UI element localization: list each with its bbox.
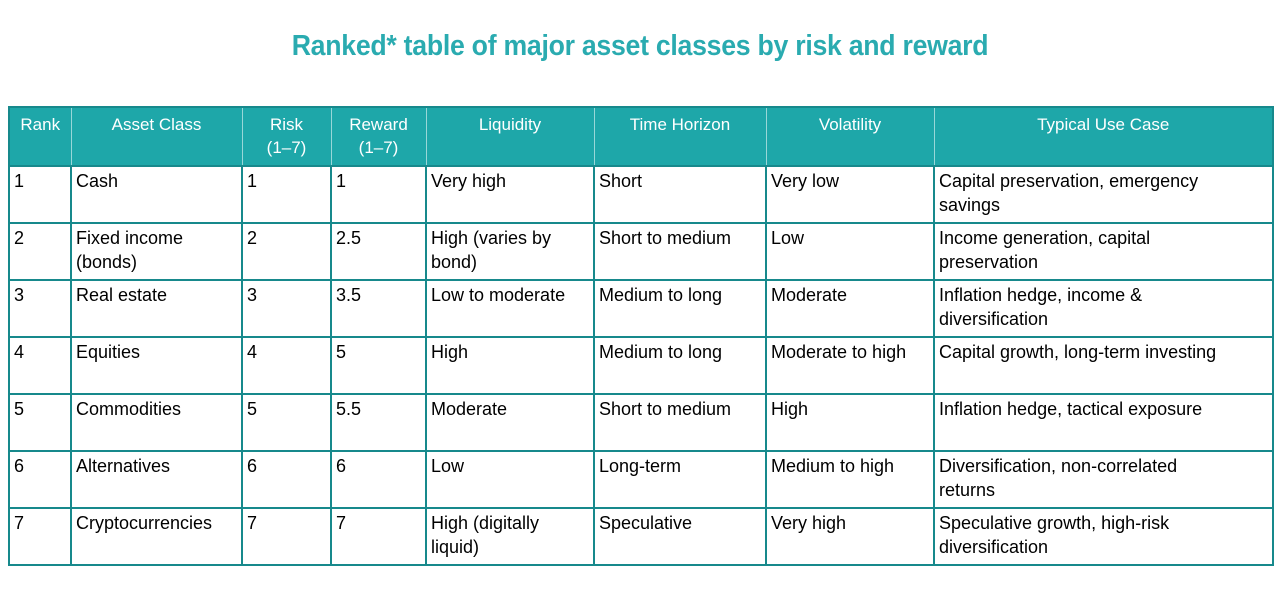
cell-risk-1-7: 4 xyxy=(241,336,332,395)
cell-volatility: Moderate to high xyxy=(765,336,935,395)
cell-rank: 3 xyxy=(8,279,72,338)
column-header-line1: Risk xyxy=(269,115,304,134)
cell-risk-1-7: 5 xyxy=(241,393,332,452)
cell-risk-1-7: 2 xyxy=(241,222,332,281)
cell-volatility: Very low xyxy=(765,165,935,224)
cell-volatility: Medium to high xyxy=(765,450,935,509)
cell-asset-class: Equities xyxy=(70,336,243,395)
cell-risk-1-7: 6 xyxy=(241,450,332,509)
cell-asset-class: Cryptocurrencies xyxy=(70,507,243,566)
cell-volatility: Moderate xyxy=(765,279,935,338)
cell-reward-1-7: 2.5 xyxy=(330,222,427,281)
column-header-time-horizon: Time Horizon xyxy=(593,107,766,167)
table-row: 5 Commodities 5 5.5 Moderate Short to medium H… xyxy=(8,393,1274,452)
cell-asset-class: Real estate xyxy=(70,279,243,338)
column-header-asset-class: Asset Class xyxy=(70,107,242,167)
cell-risk-1-7: 1 xyxy=(241,165,332,224)
cell-typical-use-case: Capital preservation, emergency savings xyxy=(933,165,1274,224)
cell-reward-1-7: 7 xyxy=(330,507,427,566)
header-row: Rank Asset Class Risk (1–7) Reward (1–7) Liqui… xyxy=(9,107,1273,167)
cell-liquidity: High (digitally liquid) xyxy=(425,507,595,566)
cell-volatility: Low xyxy=(765,222,935,281)
cell-risk-1-7: 3 xyxy=(241,279,332,338)
column-header-line1: Reward xyxy=(349,115,408,134)
column-header-line1: Rank xyxy=(20,115,61,134)
cell-asset-class: Alternatives xyxy=(70,450,243,509)
column-header-line1: Asset Class xyxy=(111,115,202,134)
cell-rank: 2 xyxy=(8,222,72,281)
cell-rank: 6 xyxy=(8,450,72,509)
table-body: 1 Cash 1 1 Very high Short Very low Capital pre… xyxy=(8,165,1274,566)
table-header: Rank Asset Class Risk (1–7) Reward (1–7) Liqui… xyxy=(9,107,1273,167)
cell-liquidity: High (varies by bond) xyxy=(425,222,595,281)
cell-liquidity: Very high xyxy=(425,165,595,224)
cell-liquidity: High xyxy=(425,336,595,395)
cell-time-horizon: Short to medium xyxy=(593,222,767,281)
column-header-volatility: Volatility xyxy=(765,107,934,167)
cell-typical-use-case: Speculative growth, high-risk diversific… xyxy=(933,507,1274,566)
cell-risk-1-7: 7 xyxy=(241,507,332,566)
cell-reward-1-7: 5 xyxy=(330,336,427,395)
cell-rank: 7 xyxy=(8,507,72,566)
column-header-line1: Volatility xyxy=(818,115,882,134)
cell-volatility: High xyxy=(765,393,935,452)
table-row: 6 Alternatives 6 6 Low Long-term Medium to hig… xyxy=(8,450,1274,509)
column-header-line1: Time Horizon xyxy=(629,115,731,134)
cell-typical-use-case: Inflation hedge, tactical exposure xyxy=(933,393,1274,452)
cell-typical-use-case: Diversification, non-correlated returns xyxy=(933,450,1274,509)
cell-liquidity: Moderate xyxy=(425,393,595,452)
table-row: 3 Real estate 3 3.5 Low to moderate Medium to… xyxy=(8,279,1274,338)
cell-liquidity: Low xyxy=(425,450,595,509)
page-title: Ranked* table of major asset classes by … xyxy=(291,30,989,62)
cell-volatility: Very high xyxy=(765,507,935,566)
cell-time-horizon: Short xyxy=(593,165,767,224)
cell-rank: 4 xyxy=(8,336,72,395)
column-header-line2: (1–7) xyxy=(358,138,399,157)
column-header-liquidity: Liquidity xyxy=(425,107,594,167)
column-header-typical-use-case: Typical Use Case xyxy=(933,107,1273,167)
table-row: 2 Fixed income (bonds) 2 2.5 High (varies by… xyxy=(8,222,1274,281)
column-header-risk-1-7: Risk (1–7) xyxy=(241,107,331,167)
cell-reward-1-7: 6 xyxy=(330,450,427,509)
cell-asset-class: Fixed income (bonds) xyxy=(70,222,243,281)
cell-time-horizon: Short to medium xyxy=(593,393,767,452)
cell-rank: 1 xyxy=(8,165,72,224)
column-header-line1: Typical Use Case xyxy=(1037,115,1170,134)
asset-class-table: Rank Asset Class Risk (1–7) Reward (1–7) Liqui… xyxy=(8,106,1274,566)
cell-reward-1-7: 3.5 xyxy=(330,279,427,338)
cell-typical-use-case: Inflation hedge, income & diversificatio… xyxy=(933,279,1274,338)
cell-asset-class: Cash xyxy=(70,165,243,224)
table-row: 4 Equities 4 5 High Medium to long Moderate to… xyxy=(8,336,1274,395)
cell-typical-use-case: Capital growth, long-term investing xyxy=(933,336,1274,395)
cell-reward-1-7: 5.5 xyxy=(330,393,427,452)
cell-liquidity: Low to moderate xyxy=(425,279,595,338)
table-row: 7 Cryptocurrencies 7 7 High (digitally liqui… xyxy=(8,507,1274,566)
cell-time-horizon: Speculative xyxy=(593,507,767,566)
cell-time-horizon: Long-term xyxy=(593,450,767,509)
cell-asset-class: Commodities xyxy=(70,393,243,452)
cell-time-horizon: Medium to long xyxy=(593,336,767,395)
column-header-line2: (1–7) xyxy=(266,138,307,157)
column-header-rank: Rank xyxy=(9,107,71,167)
cell-rank: 5 xyxy=(8,393,72,452)
column-header-line1: Liquidity xyxy=(478,115,542,134)
table-row: 1 Cash 1 1 Very high Short Very low Capital pre… xyxy=(8,165,1274,224)
cell-time-horizon: Medium to long xyxy=(593,279,767,338)
cell-typical-use-case: Income generation, capital preservation xyxy=(933,222,1274,281)
column-header-reward-1-7: Reward (1–7) xyxy=(330,107,426,167)
cell-reward-1-7: 1 xyxy=(330,165,427,224)
